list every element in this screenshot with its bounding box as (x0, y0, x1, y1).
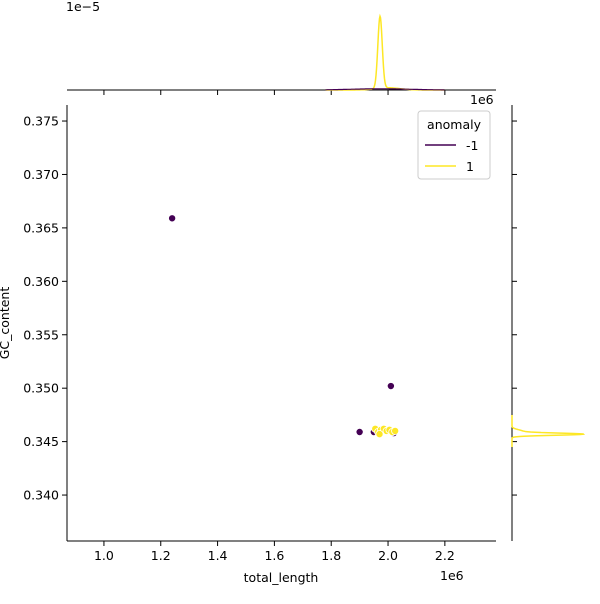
y-tick-label-4: 0.360 (23, 274, 59, 289)
top-marginal-offset-label: 1e−5 (66, 0, 100, 14)
main-axes: 1.0 1.2 1.4 1.6 1.8 2.0 2.2 0.3400.3450.3500.3… (0, 105, 496, 585)
x-axis-ticks: 1.0 1.2 1.4 1.6 1.8 2.0 2.2 (94, 541, 455, 563)
legend-label-minus1: -1 (466, 138, 478, 153)
right-marginal-kde-1 (511, 415, 586, 447)
top-marginal-kde-1 (325, 13, 445, 91)
right-marginal-ticks (512, 120, 517, 496)
legend-label-1: 1 (466, 159, 474, 174)
x-tick-label-3: 1.6 (264, 548, 284, 563)
x-axis-offset-label: 1e6 (440, 568, 464, 583)
y-tick-label-6: 0.370 (23, 167, 59, 182)
legend-title: anomaly (427, 117, 482, 132)
point-series0-0 (168, 214, 177, 223)
right-marginal-plot: 1e6 (470, 92, 586, 541)
y-tick-label-2: 0.350 (23, 381, 59, 396)
point-series1-8 (375, 430, 384, 439)
top-marginal-plot: 1e−5 (66, 0, 496, 95)
x-tick-label-6: 2.2 (435, 548, 455, 563)
y-axis-label: GC_content (0, 287, 12, 360)
y-tick-label-1: 0.345 (23, 434, 59, 449)
y-tick-label-5: 0.365 (23, 220, 59, 235)
x-tick-label-2: 1.4 (208, 548, 228, 563)
y-tick-label-3: 0.355 (23, 327, 59, 342)
top-marginal-kde-minus1 (325, 88, 445, 91)
right-marginal-offset-label: 1e6 (470, 92, 494, 107)
legend: anomaly -1 1 (417, 110, 491, 180)
x-tick-label-1: 1.2 (151, 548, 171, 563)
top-marginal-ticks (103, 90, 446, 95)
y-tick-label-7: 0.375 (23, 114, 59, 129)
y-axis-ticks: 0.340 0.345 0.350 0.355 0.360 0.365 0.370 0.375 (23, 114, 67, 503)
scatter-points (168, 214, 400, 439)
x-axis-label: total_length (244, 570, 319, 585)
point-series1-7 (391, 426, 400, 435)
point-series0-1 (386, 382, 395, 391)
x-tick-label-0: 1.0 (94, 548, 114, 563)
x-tick-label-4: 1.8 (321, 548, 341, 563)
x-tick-label-5: 2.0 (378, 548, 398, 563)
point-series0-2 (355, 427, 364, 436)
y-tick-label-0: 0.340 (23, 488, 59, 503)
